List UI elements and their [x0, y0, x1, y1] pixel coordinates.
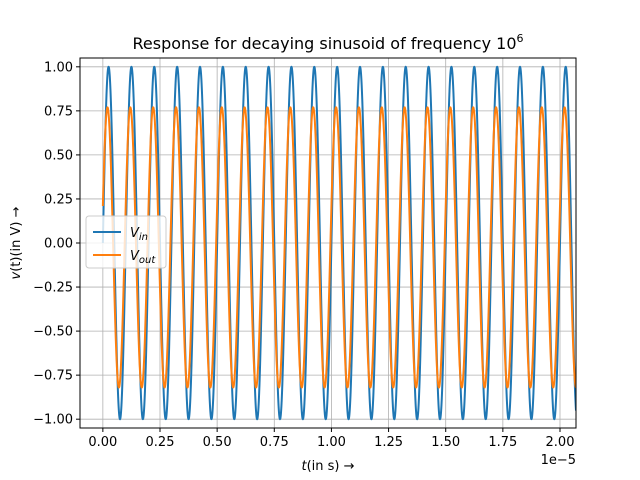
x-tick-label: 1.00 [317, 435, 346, 450]
x-axis-label: t(in s) → [301, 459, 354, 474]
legend-label-vin-main: V [130, 226, 140, 241]
y-tick-label: −0.50 [33, 325, 73, 340]
series-line-v-out [101, 106, 576, 389]
x-tick-label: 1.75 [488, 435, 517, 450]
y-tick-label: 0.00 [44, 237, 73, 252]
x-axis-label-var: t [301, 459, 307, 474]
x-tick-label: 1.25 [374, 435, 403, 450]
legend-label-vout: Vout [130, 249, 156, 266]
y-tick-label: −0.75 [33, 369, 73, 384]
y-tick-label: 0.75 [44, 104, 73, 119]
series-line-v-in [101, 65, 576, 421]
legend-label-vout-sub: out [139, 255, 156, 266]
y-axis-label-unit: (t)(in V) → [9, 206, 24, 271]
x-tick-label: 0.00 [88, 435, 117, 450]
legend-label-vin-sub: in [139, 232, 148, 243]
x-tick-label: 0.25 [146, 435, 175, 450]
y-axis-ticks: 1.00 0.75 0.50 0.25 0.00 −0.25 −0.50 −0.75 −1.00 [33, 60, 80, 428]
legend-label-vout-main: V [130, 249, 140, 264]
y-tick-label: −1.00 [33, 413, 73, 428]
series-group [101, 65, 576, 421]
chart-title-superscript: 6 [517, 32, 524, 45]
chart-title-text: Response for decaying sinusoid of freque… [133, 34, 517, 53]
x-tick-label: 1.50 [431, 435, 460, 450]
x-axis-label-unit: (in s) → [307, 459, 355, 474]
legend-label-vin: Vin [130, 226, 148, 243]
y-tick-label: −0.25 [33, 281, 73, 296]
x-tick-label: 0.50 [203, 435, 232, 450]
y-tick-label: 1.00 [44, 60, 73, 75]
chart-title: Response for decaying sinusoid of freque… [133, 32, 524, 53]
y-tick-label: 0.25 [44, 192, 73, 207]
legend: Vin Vout [85, 215, 167, 269]
y-axis-label-var: v [9, 272, 24, 280]
x-axis-ticks: 0.00 0.25 0.50 0.75 1.00 1.25 1.50 1.75 2.00 [88, 428, 574, 450]
y-axis-label: v(t)(in V) → [9, 206, 24, 279]
x-tick-label: 0.75 [260, 435, 289, 450]
y-tick-label: 0.50 [44, 148, 73, 163]
x-tick-label: 2.00 [546, 435, 575, 450]
x-offset-label: 1e−5 [541, 453, 576, 468]
